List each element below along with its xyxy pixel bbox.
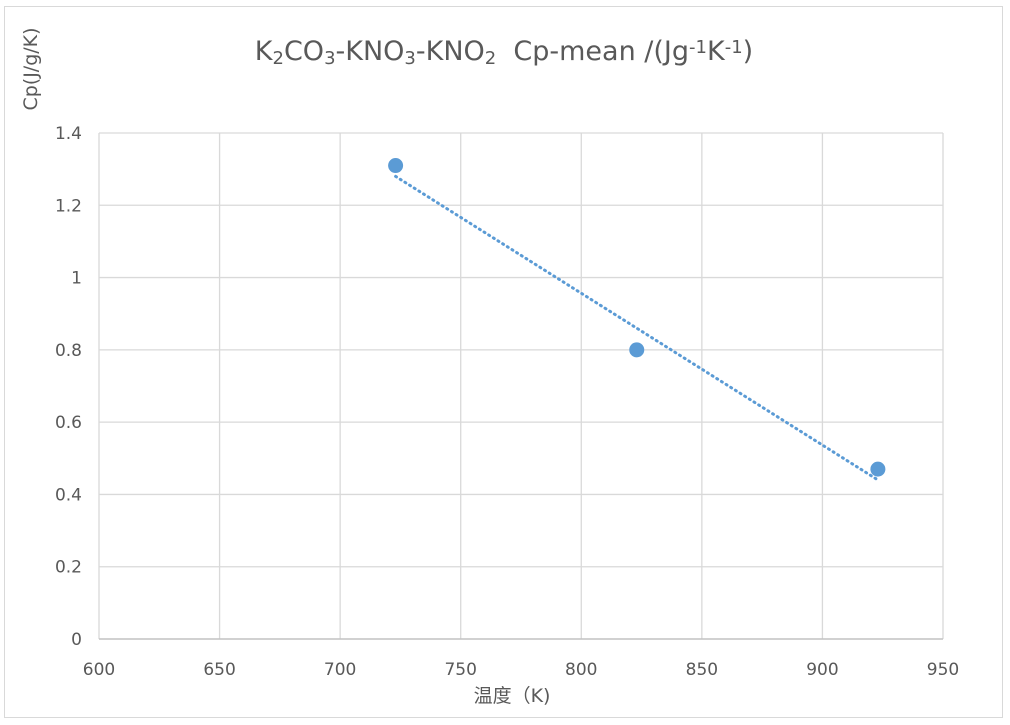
title-run: 3 — [324, 48, 335, 69]
title-run: -KNO — [416, 36, 485, 67]
title-run: 2 — [273, 48, 284, 69]
x-tick-label: 600 — [83, 660, 115, 680]
title-run: -1 — [689, 37, 707, 58]
trendline-layer — [394, 174, 880, 482]
y-tick-label: 0.2 — [55, 558, 82, 578]
y-tick-label: 1 — [71, 269, 82, 289]
y-tick-label: 1.2 — [55, 196, 82, 216]
title-run: ) — [743, 36, 754, 67]
x-tick-label: 800 — [565, 660, 597, 680]
y-tick-label: 0.8 — [55, 341, 82, 361]
y-tick-label: 0 — [71, 630, 82, 650]
y-axis-title: Cp(J/g/K) — [20, 27, 42, 110]
x-axis-title: 温度（K) — [474, 685, 551, 707]
chart-title: K2CO3-KNO3-KNO2 Cp-mean /(Jg-1K-1) — [255, 36, 753, 69]
x-tick-label: 850 — [686, 660, 718, 680]
y-tick-label: 0.6 — [55, 413, 82, 433]
data-points — [388, 158, 886, 477]
x-tick-label: 950 — [927, 660, 959, 680]
trendline — [394, 174, 880, 482]
title-run: -KNO — [336, 36, 405, 67]
y-tick-label: 0.4 — [55, 485, 82, 505]
gridlines — [98, 132, 944, 640]
data-point[interactable] — [870, 461, 886, 477]
title-run: Cp-mean /(Jg — [496, 36, 689, 67]
x-tick-label: 700 — [324, 660, 356, 680]
title-run: K — [707, 36, 726, 67]
title-run: CO — [284, 36, 324, 67]
chart-frame — [4, 6, 1003, 718]
x-tick-label: 900 — [806, 660, 838, 680]
title-run: 2 — [485, 48, 496, 69]
data-point[interactable] — [629, 342, 645, 358]
title-run: K — [255, 36, 274, 67]
tick-labels: 0 0.2 0.4 0.6 0.8 1 1.2 1.4 600 650 700 750 800 850 90… — [55, 124, 959, 680]
x-tick-label: 650 — [203, 660, 235, 680]
y-tick-label: 1.4 — [55, 124, 82, 144]
data-point[interactable] — [388, 158, 404, 174]
title-run: 3 — [404, 48, 415, 69]
x-tick-label: 750 — [444, 660, 476, 680]
title-run: -1 — [725, 37, 743, 58]
